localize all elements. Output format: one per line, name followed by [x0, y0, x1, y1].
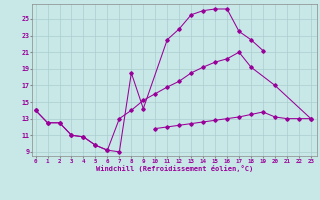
- X-axis label: Windchill (Refroidissement éolien,°C): Windchill (Refroidissement éolien,°C): [96, 165, 253, 172]
